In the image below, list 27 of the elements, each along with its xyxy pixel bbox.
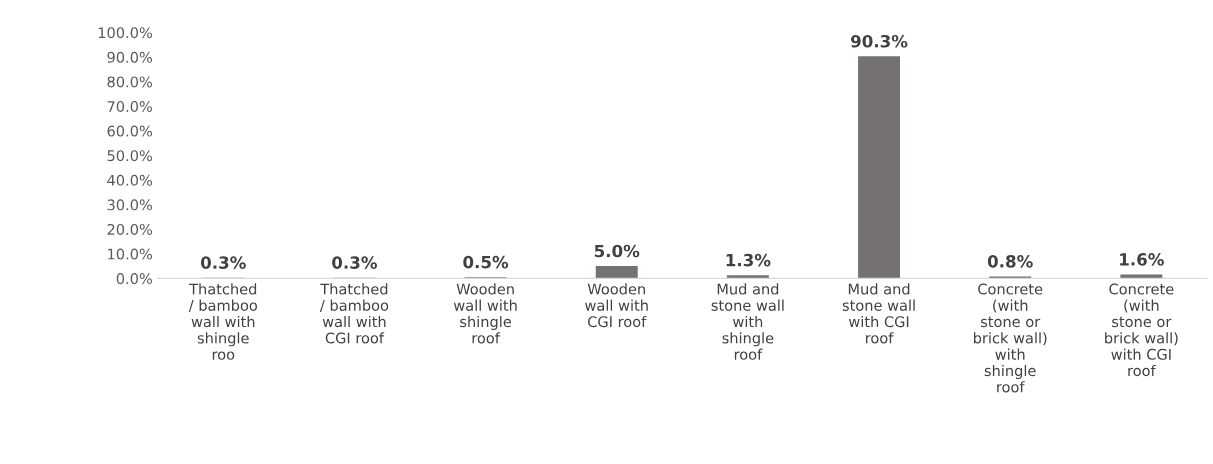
y-tick-label: 50.0%: [107, 150, 153, 162]
x-tick-label: Mud and stone wall with CGI roof: [842, 283, 915, 344]
data-label: 5.0%: [594, 244, 640, 258]
y-tick-label: 40.0%: [107, 174, 153, 186]
y-tick-label: 0.0%: [116, 273, 153, 285]
x-tick-label: Wooden wall with shingle roof: [453, 283, 517, 344]
x-tick-label: Thatched / bamboo wall with shingle roo: [188, 283, 257, 360]
x-tick-label: Concrete (with stone or brick wall) with shingle roof: [974, 283, 1047, 393]
data-label: 0.3%: [200, 256, 246, 269]
y-tick-label: 30.0%: [107, 199, 153, 211]
data-label: 0.3%: [332, 256, 378, 269]
y-tick-label: 100.0%: [98, 27, 153, 39]
y-tick-label: 60.0%: [107, 125, 153, 137]
data-label: 90.3%: [851, 34, 908, 48]
data-label: 1.6%: [1120, 253, 1164, 266]
y-tick-label: 80.0%: [107, 76, 153, 88]
data-label: 1.3%: [726, 253, 771, 267]
x-tick-label: Mud and stone wall with shingle roof: [711, 283, 784, 360]
data-label: 0.8%: [987, 255, 1033, 268]
y-tick-label: 20.0%: [107, 223, 153, 235]
y-tick-label: 10.0%: [108, 248, 153, 260]
y-tick-label: 70.0%: [107, 100, 153, 112]
x-tick-label: Wooden wall with CGI roof: [585, 283, 648, 328]
y-tick-label: 90.0%: [107, 51, 153, 63]
x-tick-label: Concrete (with stone or brick wall) with CGI roof: [1105, 283, 1178, 377]
x-tick-label: Thatched / bamboo wall with CGI roof: [319, 283, 389, 344]
data-label: 0.5%: [463, 255, 509, 269]
